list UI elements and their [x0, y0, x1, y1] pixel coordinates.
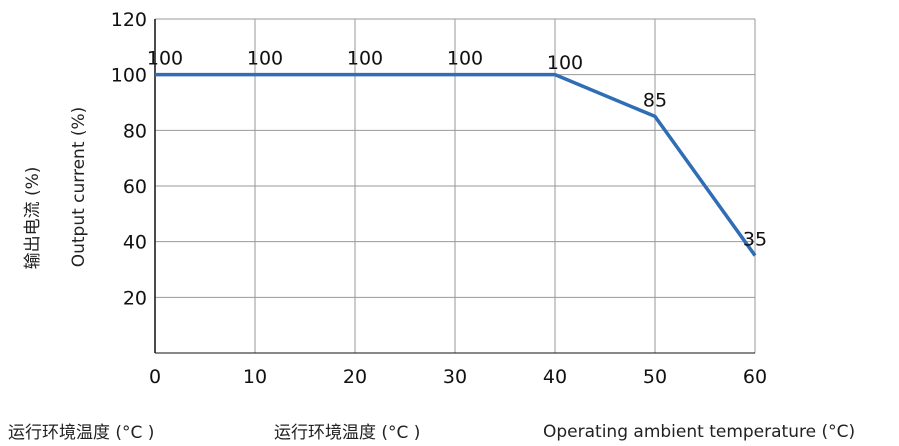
series	[155, 72, 757, 257]
y-tick-100: 100	[111, 65, 147, 87]
y-axis-label-cn: 输出电流 (%)	[23, 167, 43, 270]
data-label-21: 100	[347, 48, 383, 70]
series-line-0	[155, 72, 757, 257]
data-label-1: 100	[147, 48, 183, 70]
y-tick-40: 40	[123, 232, 147, 254]
y-tick-120: 120	[111, 9, 147, 31]
y-tick-80: 80	[123, 120, 147, 142]
y-axis-label-en: Output current (%)	[69, 107, 89, 268]
y-tick-20: 20	[123, 287, 147, 309]
data-label-60: 35	[743, 229, 767, 251]
x-tick-50: 50	[643, 366, 667, 388]
y-tick-labels: 20 40 60 80 100 120	[111, 9, 147, 309]
x-axis-label-en: Operating ambient temperature (°C)	[543, 422, 856, 442]
x-tick-30: 30	[443, 366, 467, 388]
data-labels: 100 100 100 100 100 85 35	[147, 48, 767, 251]
data-label-31: 100	[447, 48, 483, 70]
x-tick-40: 40	[543, 366, 567, 388]
x-tick-20: 20	[343, 366, 367, 388]
data-label-11: 100	[247, 48, 283, 70]
data-label-41: 100	[547, 52, 583, 74]
data-label-50: 85	[643, 89, 667, 111]
x-axis-label-cn-2: 运行环境温度 (°C )	[274, 423, 421, 443]
x-tick-60: 60	[743, 366, 767, 388]
x-tick-labels: 0 10 20 30 40 50 60	[149, 366, 767, 388]
x-axis-label-cn-1: 运行环境温度 (°C )	[8, 423, 155, 443]
x-tick-10: 10	[243, 366, 267, 388]
y-tick-60: 60	[123, 176, 147, 198]
x-tick-0: 0	[149, 366, 161, 388]
